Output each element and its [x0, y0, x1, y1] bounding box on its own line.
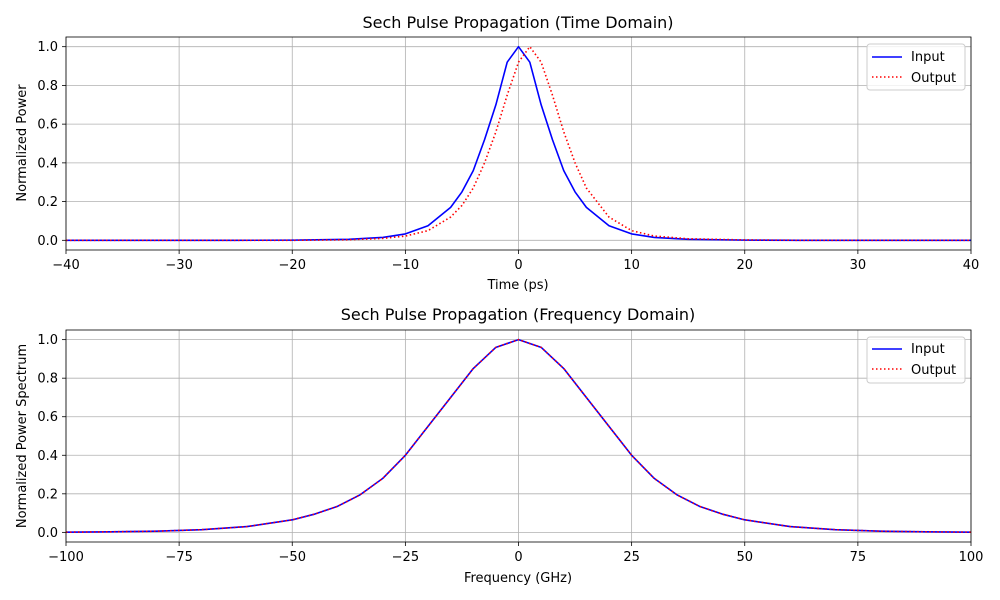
x-tick-label: 0 [514, 258, 522, 273]
y-tick-label: 0.6 [37, 118, 58, 133]
x-tick-label: −50 [279, 550, 306, 565]
x-tick-label: 0 [514, 550, 522, 565]
x-tick-label: 40 [963, 258, 980, 273]
y-axis-label: Normalized Power Spectrum [15, 344, 30, 528]
y-tick-label: 0.0 [37, 526, 58, 541]
x-axis-label: Frequency (GHz) [464, 571, 572, 586]
legend-input-label: Input [911, 342, 945, 357]
grid [65, 37, 972, 250]
legend-output-label: Output [911, 363, 956, 378]
y-tick-label: 0.4 [37, 449, 58, 464]
series-line-output [65, 338, 972, 533]
legend-output-label: Output [911, 71, 956, 86]
chart-title: Sech Pulse Propagation (Time Domain) [362, 13, 673, 32]
x-tick-label: 30 [850, 258, 867, 273]
legend-box [866, 43, 966, 91]
y-tick-label: 0.0 [37, 234, 58, 249]
y-tick-label: 0.4 [37, 156, 58, 171]
x-tick-label: 50 [736, 550, 753, 565]
tick-layer: −100 −75 −50 −25 0 25 50 75 100 0.0 0.2 0.4 0.6 0.8 1.… [37, 333, 983, 565]
x-tick-label: −20 [279, 258, 306, 273]
legend: Input Output [866, 336, 966, 384]
legend: Input Output [866, 43, 966, 91]
legend-input-label: Input [911, 50, 945, 65]
x-tick-label: 75 [850, 550, 867, 565]
y-tick-label: 0.8 [37, 372, 58, 387]
x-tick-label: −75 [165, 550, 192, 565]
y-tick-label: 0.6 [37, 410, 58, 425]
x-tick-label: −25 [392, 550, 419, 565]
y-tick-label: 0.2 [37, 195, 58, 210]
x-tick-label: 20 [736, 258, 753, 273]
chart-title: Sech Pulse Propagation (Frequency Domain… [341, 305, 696, 324]
x-axis-label: Time (ps) [486, 278, 548, 293]
time-domain-chart: Sech Pulse Propagation (Time Domain) Tim… [15, 13, 979, 293]
series-line-output [66, 45, 971, 242]
x-tick-label: −30 [165, 258, 192, 273]
x-tick-label: −10 [392, 258, 419, 273]
y-tick-label: 1.0 [37, 333, 58, 348]
y-axis-label: Normalized Power [15, 84, 30, 202]
y-tick-label: 0.2 [37, 487, 58, 502]
x-tick-label: 25 [623, 550, 640, 565]
x-tick-label: −40 [52, 258, 79, 273]
x-tick-label: 10 [623, 258, 640, 273]
x-tick-label: −100 [48, 550, 84, 565]
series-line-input [66, 45, 971, 242]
y-tick-label: 0.8 [37, 79, 58, 94]
x-tick-label: 100 [959, 550, 984, 565]
series-layer [66, 45, 971, 242]
series-layer [65, 338, 972, 533]
y-tick-label: 1.0 [37, 40, 58, 55]
frequency-domain-chart: Sech Pulse Propagation (Frequency Domain… [15, 305, 983, 586]
tick-layer: −40 −30 −20 −10 0 10 20 30 40 0.0 0.2 0.4 0.6 0.8 1.0 [37, 40, 979, 273]
